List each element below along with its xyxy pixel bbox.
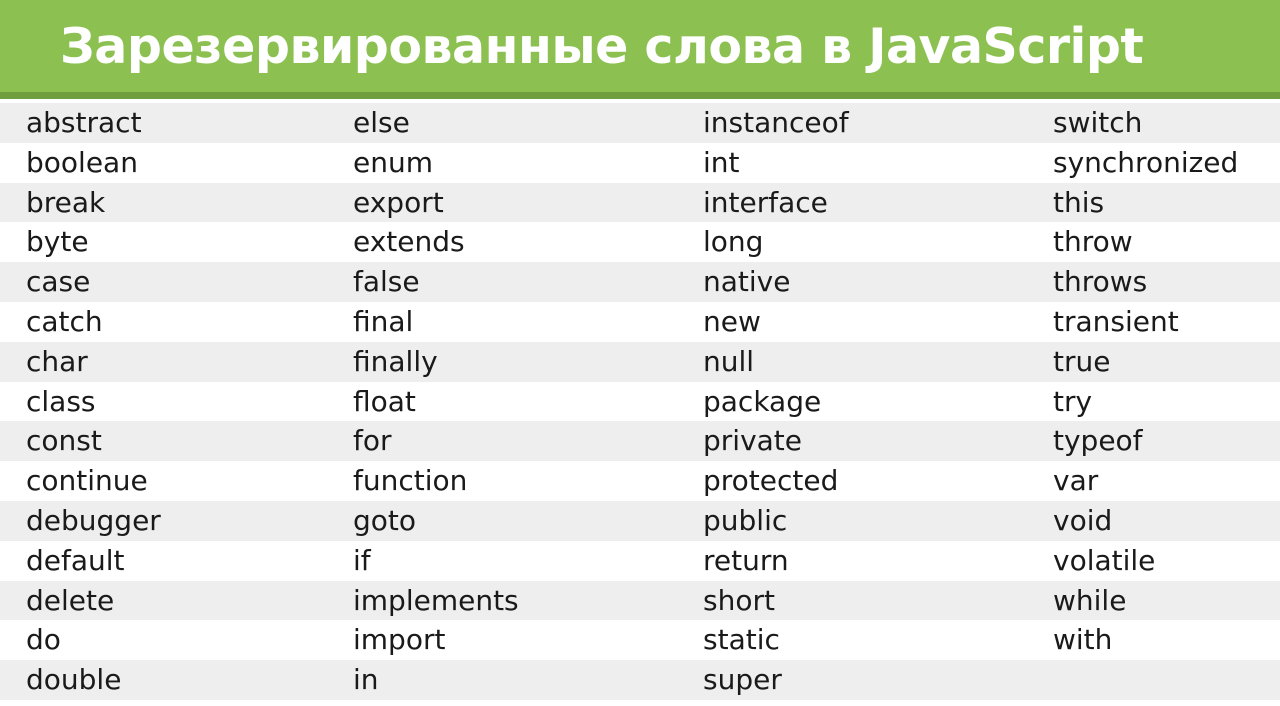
table-row: abstract else instanceof switch xyxy=(0,103,1280,143)
keyword-cell: static xyxy=(703,623,780,657)
keyword-cell: final xyxy=(353,304,414,338)
table-row: break export interface this xyxy=(0,182,1280,223)
keyword-cell: throw xyxy=(1053,225,1133,259)
keyword-cell: else xyxy=(353,106,410,139)
keyword-cell: while xyxy=(1053,583,1127,617)
table-row: do import static with xyxy=(0,620,1280,660)
keyword-table: abstract else instanceof switch boolean enum i… xyxy=(0,103,1280,700)
keyword-cell: return xyxy=(703,543,789,577)
keyword-cell: with xyxy=(1053,623,1113,657)
keyword-cell: false xyxy=(353,265,420,299)
keyword-cell: this xyxy=(1053,185,1105,219)
keyword-cell: package xyxy=(703,384,822,418)
keyword-cell: debugger xyxy=(26,503,161,537)
keyword-cell: if xyxy=(353,543,371,577)
keyword-cell: short xyxy=(703,583,775,617)
keyword-cell: do xyxy=(26,623,61,657)
keyword-cell: float xyxy=(353,384,416,418)
table-row: byte extends long throw xyxy=(0,222,1280,262)
keyword-cell: double xyxy=(26,663,122,697)
keyword-cell: catch xyxy=(26,304,103,338)
keyword-cell: throws xyxy=(1053,265,1148,299)
keyword-cell: null xyxy=(703,344,755,378)
keyword-cell: interface xyxy=(703,185,828,219)
title-divider xyxy=(0,92,1280,99)
keyword-cell: function xyxy=(353,464,468,498)
keyword-cell: boolean xyxy=(26,145,138,179)
keyword-cell: native xyxy=(703,265,791,299)
keyword-cell: export xyxy=(353,185,444,219)
keyword-cell: public xyxy=(703,503,788,537)
keyword-cell: extends xyxy=(353,225,465,259)
keyword-cell: true xyxy=(1053,344,1111,378)
keyword-cell: case xyxy=(26,265,91,299)
keyword-cell: void xyxy=(1053,503,1113,537)
keyword-cell: try xyxy=(1053,384,1093,418)
keyword-cell: int xyxy=(703,145,740,179)
keyword-cell: var xyxy=(1053,464,1099,498)
table-row: double in super xyxy=(0,660,1280,700)
keyword-cell: long xyxy=(703,225,764,259)
keyword-cell: char xyxy=(26,344,88,378)
keyword-cell: protected xyxy=(703,464,839,498)
keyword-cell: instanceof xyxy=(703,106,849,139)
table-row: default if return volatile xyxy=(0,541,1280,581)
page-title: Зарезервированные слова в JavaScript xyxy=(60,17,1144,75)
keyword-cell: private xyxy=(703,424,802,458)
table-row: case false native throws xyxy=(0,262,1280,302)
keyword-cell: byte xyxy=(26,225,89,259)
keyword-cell: transient xyxy=(1053,304,1179,338)
table-row: continue function protected var xyxy=(0,461,1280,501)
keyword-cell: const xyxy=(26,424,102,458)
keyword-cell: delete xyxy=(26,583,115,617)
keyword-cell: new xyxy=(703,304,761,338)
keyword-cell: goto xyxy=(353,503,417,537)
title-banner: Зарезервированные слова в JavaScript xyxy=(0,0,1280,92)
keyword-cell: class xyxy=(26,384,96,418)
keyword-cell: super xyxy=(703,663,782,697)
keyword-cell: synchronized xyxy=(1053,145,1239,179)
keyword-cell: typeof xyxy=(1053,424,1143,458)
keyword-cell: default xyxy=(26,543,125,577)
table-row: const for private typeof xyxy=(0,421,1280,462)
table-row: boolean enum int synchronized xyxy=(0,143,1280,183)
keyword-cell: implements xyxy=(353,583,519,617)
table-row: char finally null true xyxy=(0,341,1280,382)
keyword-cell: finally xyxy=(353,344,438,378)
keyword-cell: volatile xyxy=(1053,543,1156,577)
table-row: debugger goto public void xyxy=(0,500,1280,541)
keyword-cell: enum xyxy=(353,145,433,179)
table-row: class float package try xyxy=(0,382,1280,422)
keyword-cell: for xyxy=(353,424,392,458)
keyword-cell: break xyxy=(26,185,106,219)
table-row: delete implements short while xyxy=(0,580,1280,621)
keyword-cell: switch xyxy=(1053,106,1143,139)
keyword-cell: continue xyxy=(26,464,148,498)
keyword-cell: abstract xyxy=(26,106,142,139)
table-row: catch final new transient xyxy=(0,302,1280,342)
keyword-cell: in xyxy=(353,663,379,697)
keyword-cell: import xyxy=(353,623,446,657)
